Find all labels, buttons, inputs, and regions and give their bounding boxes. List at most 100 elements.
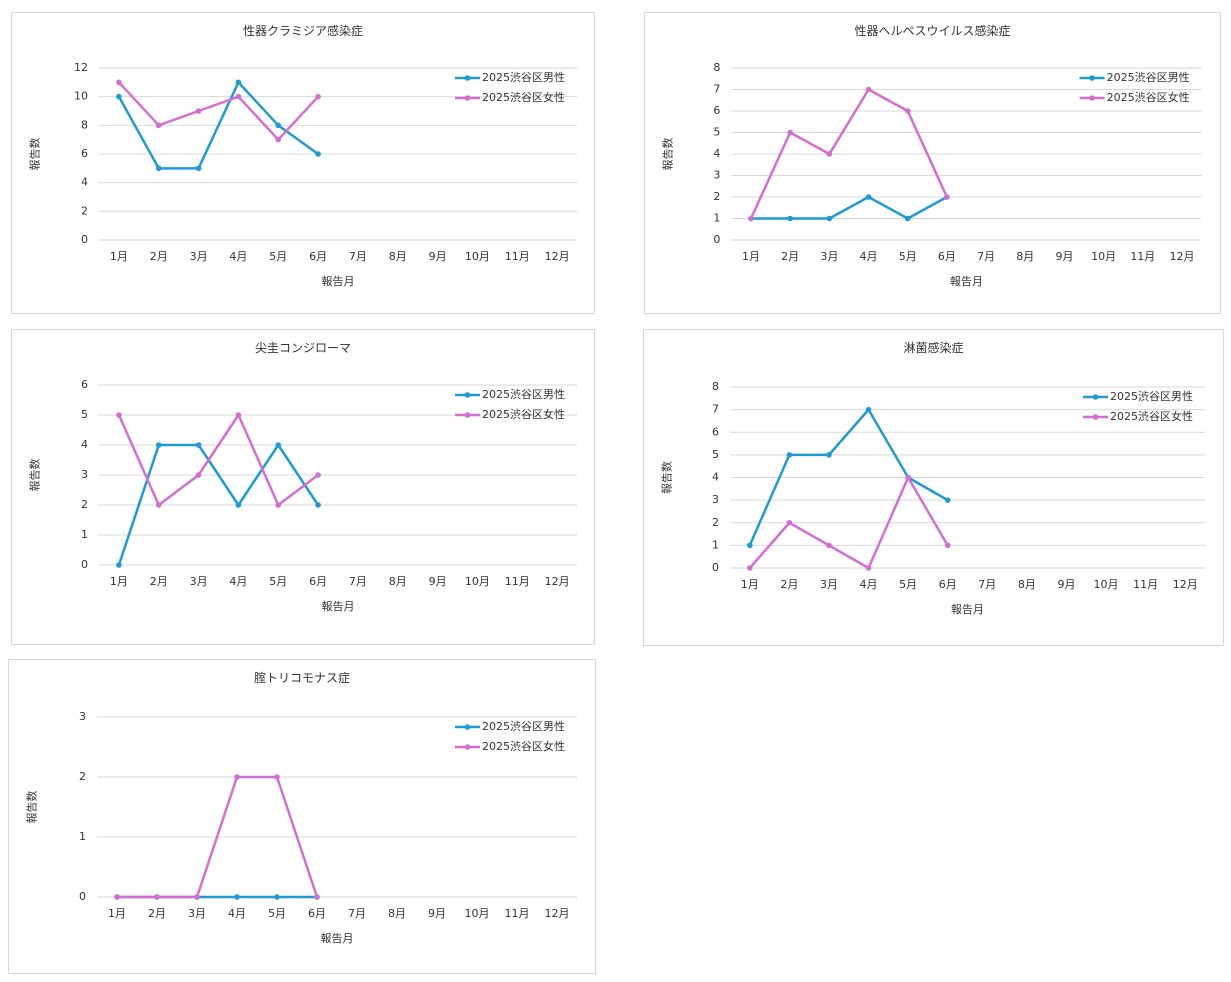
data-point — [314, 894, 320, 900]
data-point — [787, 215, 793, 222]
y-tick-label: 7 — [713, 83, 720, 96]
data-point — [195, 165, 202, 172]
y-tick-label: 0 — [79, 890, 86, 903]
data-point — [155, 122, 162, 129]
y-axis-label: 報告数 — [26, 791, 39, 824]
legend-marker — [464, 412, 471, 418]
data-point — [116, 562, 122, 568]
x-tick-label: 6月 — [938, 250, 956, 263]
data-point — [826, 215, 833, 222]
data-point — [195, 108, 202, 114]
data-point — [865, 565, 872, 571]
x-tick-label: 12月 — [545, 575, 570, 588]
x-tick-label: 12月 — [1173, 578, 1198, 591]
y-tick-label: 3 — [81, 468, 88, 481]
y-tick-label: 4 — [713, 147, 720, 160]
data-point — [865, 194, 872, 200]
x-tick-label: 8月 — [389, 250, 407, 263]
x-tick-label: 6月 — [309, 250, 327, 263]
x-tick-label: 6月 — [939, 578, 957, 591]
x-tick-label: 5月 — [269, 250, 287, 263]
legend-label: 2025渋谷区男性 — [1110, 389, 1193, 403]
data-point — [195, 442, 202, 448]
series-line — [117, 81, 319, 170]
data-point — [786, 519, 793, 526]
data-point — [944, 194, 950, 200]
chart-frame — [643, 329, 1224, 646]
legend-marker — [464, 392, 471, 398]
x-tick-label: 2月 — [781, 250, 799, 263]
data-point — [274, 774, 280, 780]
data-point — [275, 136, 282, 143]
legend-marker — [1089, 95, 1095, 101]
y-tick-label: 8 — [712, 380, 719, 393]
legend-label: 2025渋谷区男性 — [1107, 70, 1190, 84]
data-point — [155, 502, 162, 508]
y-tick-label: 12 — [74, 61, 88, 74]
series-line — [117, 413, 319, 507]
chart-frame — [11, 12, 595, 314]
x-tick-label: 8月 — [388, 907, 406, 920]
x-axis-label: 報告月 — [321, 932, 354, 945]
legend-label: 2025渋谷区女性 — [1110, 409, 1193, 423]
data-point — [315, 151, 321, 157]
legend-label: 2025渋谷区女性 — [1107, 90, 1190, 104]
x-tick-label: 9月 — [429, 575, 447, 588]
data-point — [116, 79, 122, 86]
x-tick-label: 4月 — [228, 907, 246, 920]
x-tick-label: 7月 — [349, 250, 367, 263]
y-tick-label: 0 — [81, 558, 88, 571]
data-point — [235, 93, 242, 100]
x-axis-label: 報告月 — [322, 275, 355, 288]
series-line — [117, 443, 320, 566]
x-tick-label: 2月 — [150, 575, 168, 588]
data-point — [154, 894, 160, 900]
y-tick-label: 0 — [712, 561, 719, 574]
x-tick-label: 10月 — [465, 575, 490, 588]
x-tick-label: 9月 — [1055, 250, 1073, 263]
data-point — [944, 497, 951, 503]
y-axis-label: 報告数 — [29, 138, 42, 171]
x-tick-label: 7月 — [978, 578, 996, 591]
x-tick-label: 1月 — [110, 250, 128, 263]
x-tick-label: 6月 — [309, 575, 327, 588]
y-tick-label: 1 — [712, 538, 719, 551]
legend-label: 2025渋谷区男性 — [482, 70, 565, 84]
y-axis-label: 報告数 — [661, 461, 674, 494]
data-point — [748, 215, 754, 222]
x-tick-label: 5月 — [268, 907, 286, 920]
y-tick-label: 4 — [712, 471, 719, 484]
y-tick-label: 6 — [713, 104, 720, 117]
data-point — [904, 108, 911, 114]
y-tick-label: 8 — [81, 118, 88, 131]
legend-label: 2025渋谷区男性 — [482, 387, 565, 401]
chart: 性器クラミジア感染症 0 2 4 6 8 10 12 1月 2月 3月 4月 5月 6月 7月 8月 9月 10月… — [11, 12, 595, 314]
data-point — [315, 472, 321, 478]
legend-marker — [464, 95, 471, 101]
x-tick-label: 3月 — [190, 250, 208, 263]
data-point — [195, 472, 202, 478]
x-tick-label: 3月 — [820, 578, 838, 591]
x-tick-label: 2月 — [150, 250, 168, 263]
data-point — [944, 542, 951, 549]
x-tick-label: 11月 — [1133, 578, 1158, 591]
x-tick-label: 8月 — [389, 575, 407, 588]
data-point — [315, 502, 321, 508]
y-axis-label: 報告数 — [29, 459, 42, 492]
x-tick-label: 9月 — [429, 250, 447, 263]
y-tick-label: 8 — [713, 61, 720, 74]
chart-title: 尖圭コンジローマ — [255, 341, 351, 355]
data-point — [275, 502, 282, 508]
data-point — [786, 452, 793, 458]
x-axis-label: 報告月 — [951, 603, 984, 616]
x-tick-label: 11月 — [505, 250, 530, 263]
data-point — [826, 151, 833, 157]
x-tick-label: 10月 — [465, 250, 490, 263]
chart-title: 性器クラミジア感染症 — [243, 23, 363, 38]
x-tick-label: 1月 — [110, 575, 128, 588]
x-tick-label: 11月 — [505, 907, 530, 920]
chart-title: 淋菌感染症 — [903, 340, 963, 355]
y-tick-label: 2 — [81, 498, 88, 511]
y-tick-label: 6 — [81, 147, 88, 160]
